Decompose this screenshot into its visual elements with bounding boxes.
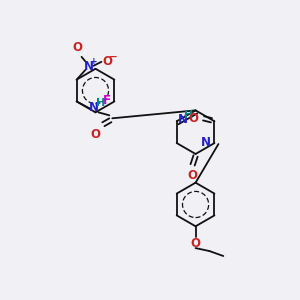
Text: N: N [83, 60, 94, 73]
Text: O: O [73, 41, 82, 55]
Text: H: H [96, 98, 105, 108]
Text: −: − [109, 52, 118, 62]
Text: F: F [103, 94, 110, 107]
Text: N: N [88, 101, 98, 114]
Text: O: O [91, 128, 100, 141]
Text: O: O [188, 169, 198, 182]
Text: O: O [189, 112, 199, 125]
Text: N: N [178, 113, 188, 126]
Text: O: O [102, 55, 112, 68]
Text: N: N [200, 136, 211, 148]
Text: O: O [190, 237, 201, 250]
Text: +: + [90, 57, 97, 66]
Text: H: H [184, 110, 193, 120]
